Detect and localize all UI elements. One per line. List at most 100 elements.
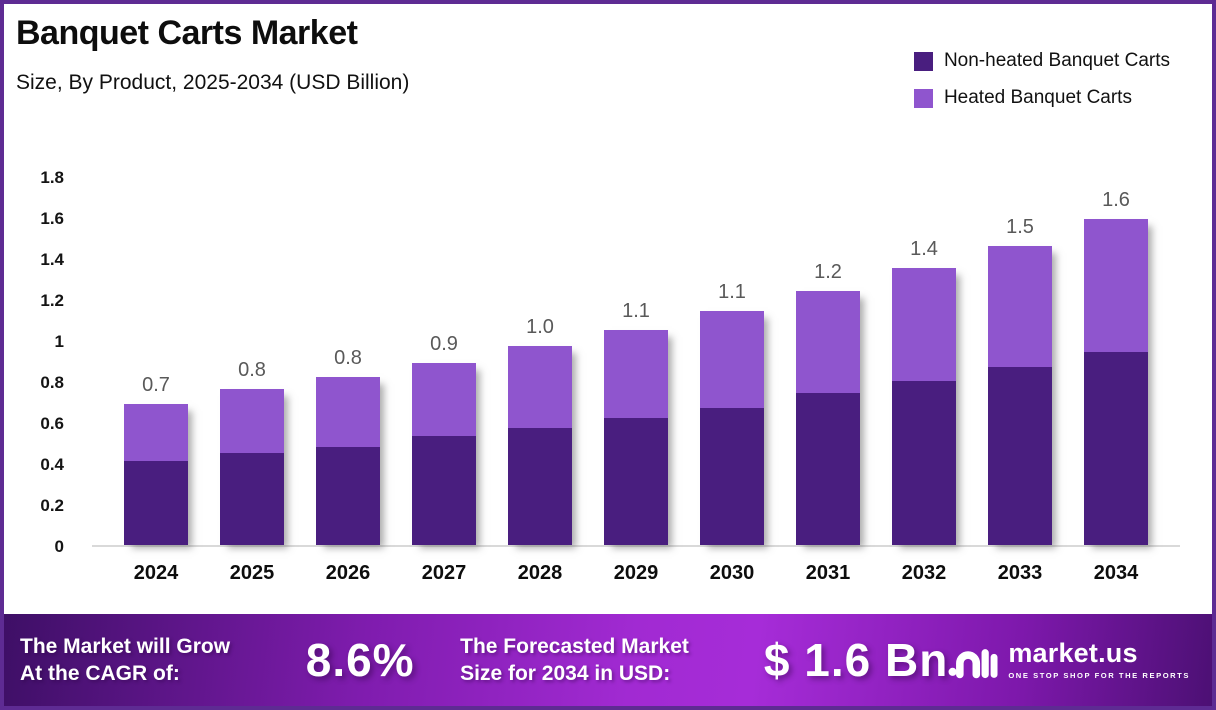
bar-segment-non-heated (316, 446, 380, 545)
bar-total-label: 0.8 (238, 359, 266, 382)
bar-segment-heated (508, 346, 572, 429)
y-tick-label: 0.2 (40, 496, 64, 515)
y-tick-label: 0.6 (40, 414, 64, 433)
bar-segment-non-heated (1084, 352, 1148, 545)
x-tick-label: 2030 (709, 562, 755, 584)
legend-swatch-heated (913, 88, 933, 108)
bar-segment-non-heated (988, 366, 1052, 545)
bar-stack (604, 329, 668, 545)
legend-label-heated: Heated Banquet Carts (943, 87, 1132, 108)
y-tick-label: 1.4 (40, 250, 64, 269)
chart-subtitle: Size, By Product, 2025-2034 (USD Billion… (16, 71, 410, 94)
bar-segment-heated (1084, 219, 1148, 353)
y-tick-label: 1 (54, 332, 64, 351)
bar-group-2032: 1.4 2032 (892, 238, 956, 584)
x-tick-label: 2033 (997, 562, 1043, 584)
bar-segment-non-heated (220, 452, 284, 545)
bar-stack (124, 403, 188, 545)
bar-group-2030: 1.1 2030 (700, 281, 764, 584)
bar-group-2026: 0.8 2026 (316, 346, 380, 584)
forecast-label-line2: Size for 2034 in USD: (460, 662, 671, 685)
forecast-label: The Forecasted Market Size for 2034 in U… (460, 633, 758, 688)
y-tick-label: 1.2 (40, 291, 64, 310)
bar-stack (796, 290, 860, 545)
bar-segment-non-heated (412, 436, 476, 545)
bar-stack (700, 311, 764, 545)
bar-segment-heated (700, 311, 764, 408)
legend-item-heated: Heated Banquet Carts (913, 87, 1170, 109)
bar-total-label: 0.8 (334, 346, 362, 369)
bar-stack (316, 376, 380, 545)
legend-label-non-heated: Non-heated Banquet Carts (943, 50, 1170, 71)
bar-total-label: 1.4 (910, 238, 938, 261)
x-tick-label: 2034 (1093, 562, 1139, 584)
bar-segment-heated (124, 403, 188, 461)
x-tick-label: 2025 (229, 562, 275, 584)
bar-group-2028: 1.0 2028 (508, 316, 572, 584)
y-tick-label: 0.8 (40, 373, 64, 392)
bar-group-2029: 1.1 2029 (604, 299, 668, 584)
x-tick-label: 2029 (613, 562, 659, 584)
logo-texts: market.us ONE STOP SHOP FOR THE REPORTS (1008, 638, 1190, 681)
legend-item-non-heated: Non-heated Banquet Carts (913, 50, 1170, 72)
bar-segment-non-heated (124, 461, 188, 545)
chart-header: Banquet Carts Market Size, By Product, 2… (16, 14, 409, 95)
bar-segment-heated (988, 245, 1052, 367)
bar-group-2024: 0.7 2024 (124, 373, 188, 584)
x-tick-label: 2024 (133, 562, 179, 584)
forecast-label-line1: The Forecasted Market (460, 634, 689, 658)
bar-stack (412, 362, 476, 545)
cagr-label-line1: The Market will Grow (20, 634, 231, 658)
bar-segment-non-heated (892, 381, 956, 545)
y-tick-label: 0.4 (40, 455, 64, 474)
bar-group-2033: 1.5 2033 (988, 215, 1052, 584)
plot-area: 0.7 2024 0.8 2025 0.8 2026 0.9 2027 1.0 2028 1.1 20… (92, 178, 1180, 584)
bar-group-2025: 0.8 2025 (220, 359, 284, 584)
page-title: Banquet Carts Market (16, 14, 358, 52)
bar-segment-non-heated (508, 428, 572, 545)
x-tick-label: 2031 (805, 562, 851, 584)
bar-segment-heated (220, 389, 284, 453)
bottom-banner: The Market will Grow At the CAGR of: 8.6… (4, 614, 1212, 706)
x-tick-label: 2027 (421, 562, 467, 584)
marketus-logo: market.us ONE STOP SHOP FOR THE REPORTS (948, 638, 1196, 682)
bar-segment-heated (412, 362, 476, 437)
y-tick-label: 1.8 (40, 168, 64, 187)
bar-total-label: 1.2 (814, 260, 842, 283)
bar-group-2031: 1.2 2031 (796, 260, 860, 584)
cagr-label: The Market will Grow At the CAGR of: (20, 633, 286, 688)
bar-total-label: 1.0 (526, 316, 554, 339)
y-tick-label: 0 (54, 537, 64, 556)
x-tick-label: 2026 (325, 562, 371, 584)
bar-stack (892, 268, 956, 545)
bar-group-2027: 0.9 2027 (412, 332, 476, 584)
bar-total-label: 1.1 (718, 281, 746, 304)
x-tick-label: 2028 (517, 562, 563, 584)
y-tick-label: 1.6 (40, 209, 64, 228)
bar-group-2034: 1.6 2034 (1084, 189, 1148, 584)
marketus-logo-icon (948, 649, 998, 679)
bar-stack (1084, 219, 1148, 545)
cagr-label-line2: At the CAGR of: (20, 662, 180, 685)
bar-segment-non-heated (604, 417, 668, 545)
bar-total-label: 0.7 (142, 373, 170, 396)
bar-total-label: 1.1 (622, 299, 650, 322)
cagr-value: 8.6% (305, 634, 415, 686)
bar-segment-non-heated (796, 393, 860, 545)
logo-wordmark: market.us (1008, 638, 1138, 668)
legend-swatch-non-heated (913, 51, 933, 71)
bar-total-label: 1.5 (1006, 215, 1034, 238)
bar-stack (988, 245, 1052, 545)
bar-segment-heated (316, 376, 380, 447)
bar-segment-heated (892, 268, 956, 381)
logo-tagline: ONE STOP SHOP FOR THE REPORTS (1008, 671, 1190, 680)
bar-total-label: 1.6 (1102, 189, 1130, 212)
forecast-value: $ 1.6 Bn (763, 634, 949, 686)
bar-segment-non-heated (700, 407, 764, 545)
y-axis: 0 0.2 0.4 0.6 0.8 1 1.2 1.4 1.6 1.8 (4, 168, 78, 556)
bar-segment-heated (604, 329, 668, 418)
bar-stack (220, 389, 284, 545)
bar-total-label: 0.9 (430, 332, 458, 355)
chart-legend: Non-heated Banquet Carts Heated Banquet … (913, 50, 1170, 109)
